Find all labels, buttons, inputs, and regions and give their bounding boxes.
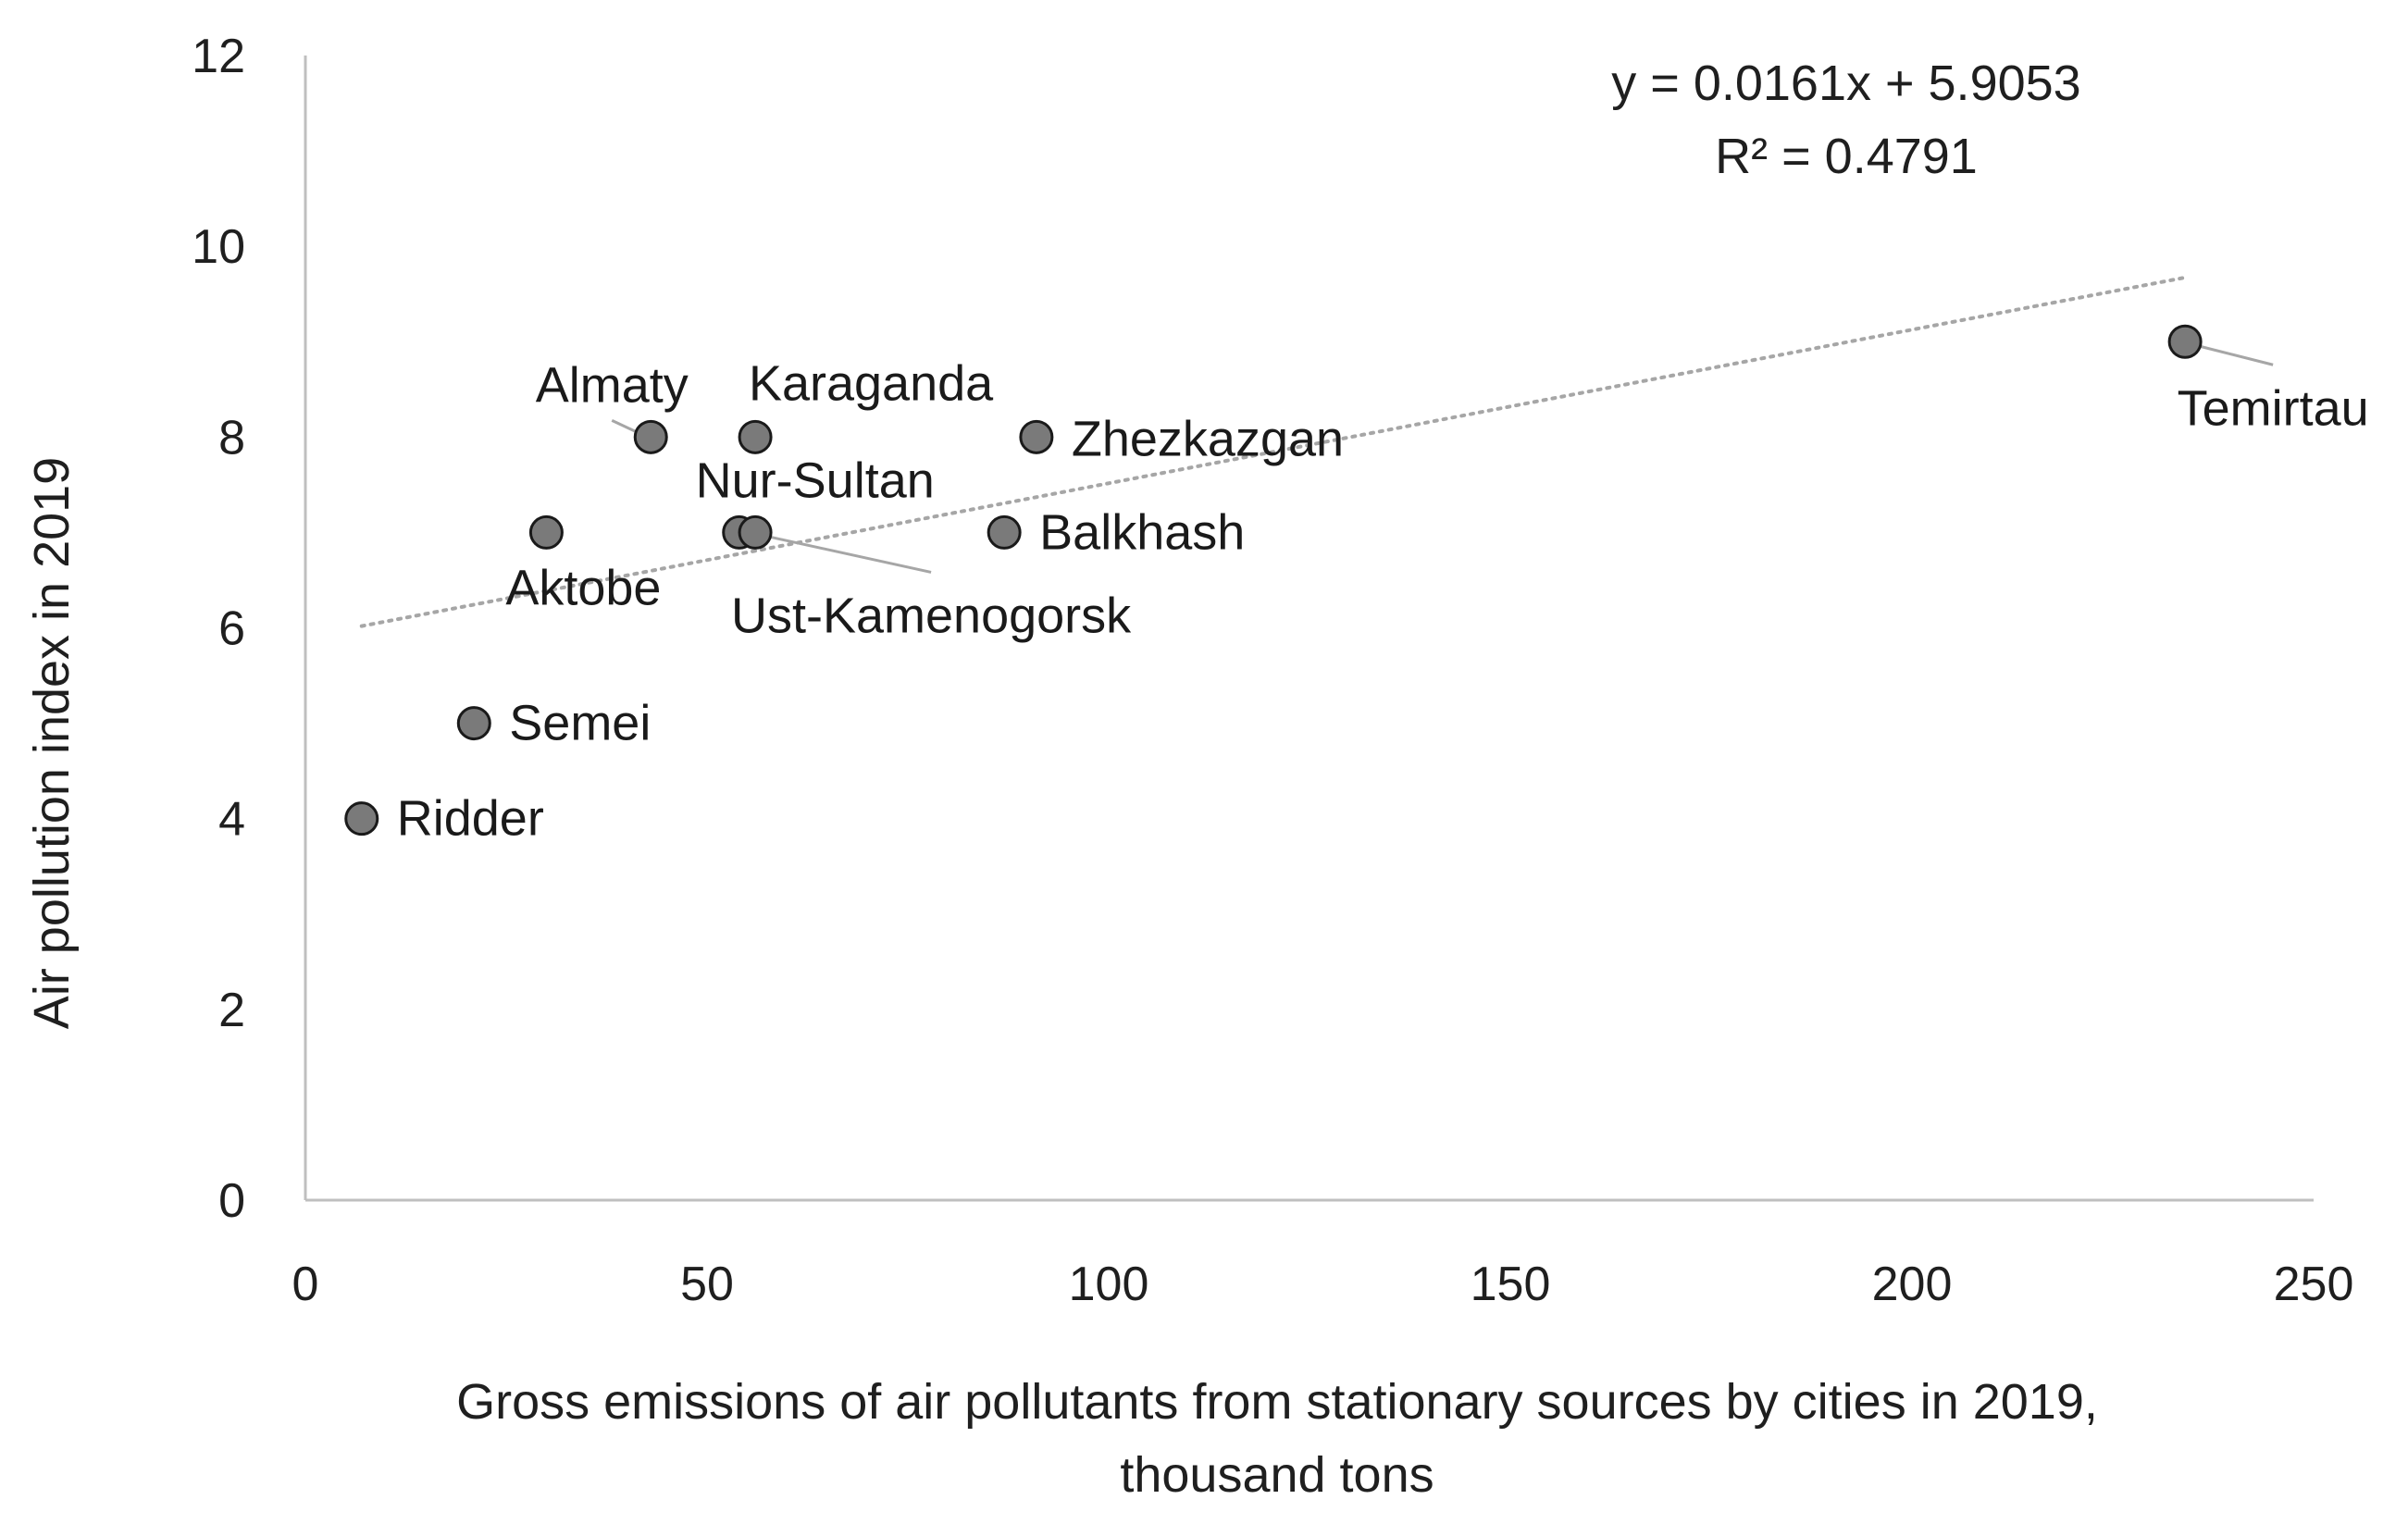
y-tick-label: 6 xyxy=(218,602,245,656)
x-tick-label: 200 xyxy=(1872,1258,1953,1311)
trendline-r-squared: R² = 0.4791 xyxy=(1715,129,1978,184)
y-tick-label: 12 xyxy=(192,30,245,83)
x-tick-label: 50 xyxy=(680,1258,734,1311)
data-points xyxy=(344,324,2203,836)
data-point-label: Almaty xyxy=(536,357,689,413)
data-point xyxy=(456,706,491,741)
x-tick-label: 250 xyxy=(2274,1258,2354,1311)
data-point-label: Karaganda xyxy=(749,355,994,411)
trendline-equation: y = 0.0161x + 5.9053 xyxy=(1611,56,2080,111)
data-point xyxy=(738,419,773,454)
data-point-labels: Ridder Semei Aktobe Almaty Karaganda Nur-Sult… xyxy=(397,355,2369,846)
x-tick-labels: 0 50 100 150 200 250 xyxy=(292,1258,2354,1311)
data-point xyxy=(344,801,379,836)
y-tick-label: 10 xyxy=(192,220,245,274)
data-point xyxy=(738,514,773,550)
data-point-label: Aktobe xyxy=(505,560,661,615)
x-tick-label: 150 xyxy=(1471,1258,1551,1311)
data-point xyxy=(987,514,1022,550)
y-tick-label: 0 xyxy=(218,1174,245,1228)
y-tick-label: 8 xyxy=(218,411,245,465)
x-tick-label: 100 xyxy=(1069,1258,1149,1311)
data-point xyxy=(2167,324,2203,359)
y-tick-label: 4 xyxy=(218,793,245,847)
axes xyxy=(304,56,2314,1202)
data-point-label: Semei xyxy=(509,696,651,751)
x-axis-title-line-1: Gross emissions of air pollutants from s… xyxy=(456,1374,2098,1430)
data-point-label: Ridder xyxy=(397,791,544,847)
data-point xyxy=(528,514,564,550)
label-leader-line xyxy=(2195,343,2274,366)
data-point-label: Ust-Kamenogorsk xyxy=(731,588,1132,643)
data-point xyxy=(1019,419,1054,454)
y-tick-labels: 0 2 4 6 8 10 12 xyxy=(192,30,245,1228)
data-point-label: Zhezkazgan xyxy=(1072,411,1344,466)
x-axis-title-line-2: thousand tons xyxy=(1120,1447,1434,1503)
data-point-label: Balkhash xyxy=(1039,504,1245,560)
y-tick-label: 2 xyxy=(218,984,245,1037)
data-point xyxy=(633,419,668,454)
y-axis-title: Air pollution index in 2019 xyxy=(24,457,80,1029)
trendline xyxy=(359,275,2188,628)
data-point-label: Nur-Sultan xyxy=(696,452,935,508)
label-leader-line xyxy=(765,534,932,574)
data-point-label: Temirtau xyxy=(2178,380,2369,436)
x-tick-label: 0 xyxy=(292,1258,319,1311)
